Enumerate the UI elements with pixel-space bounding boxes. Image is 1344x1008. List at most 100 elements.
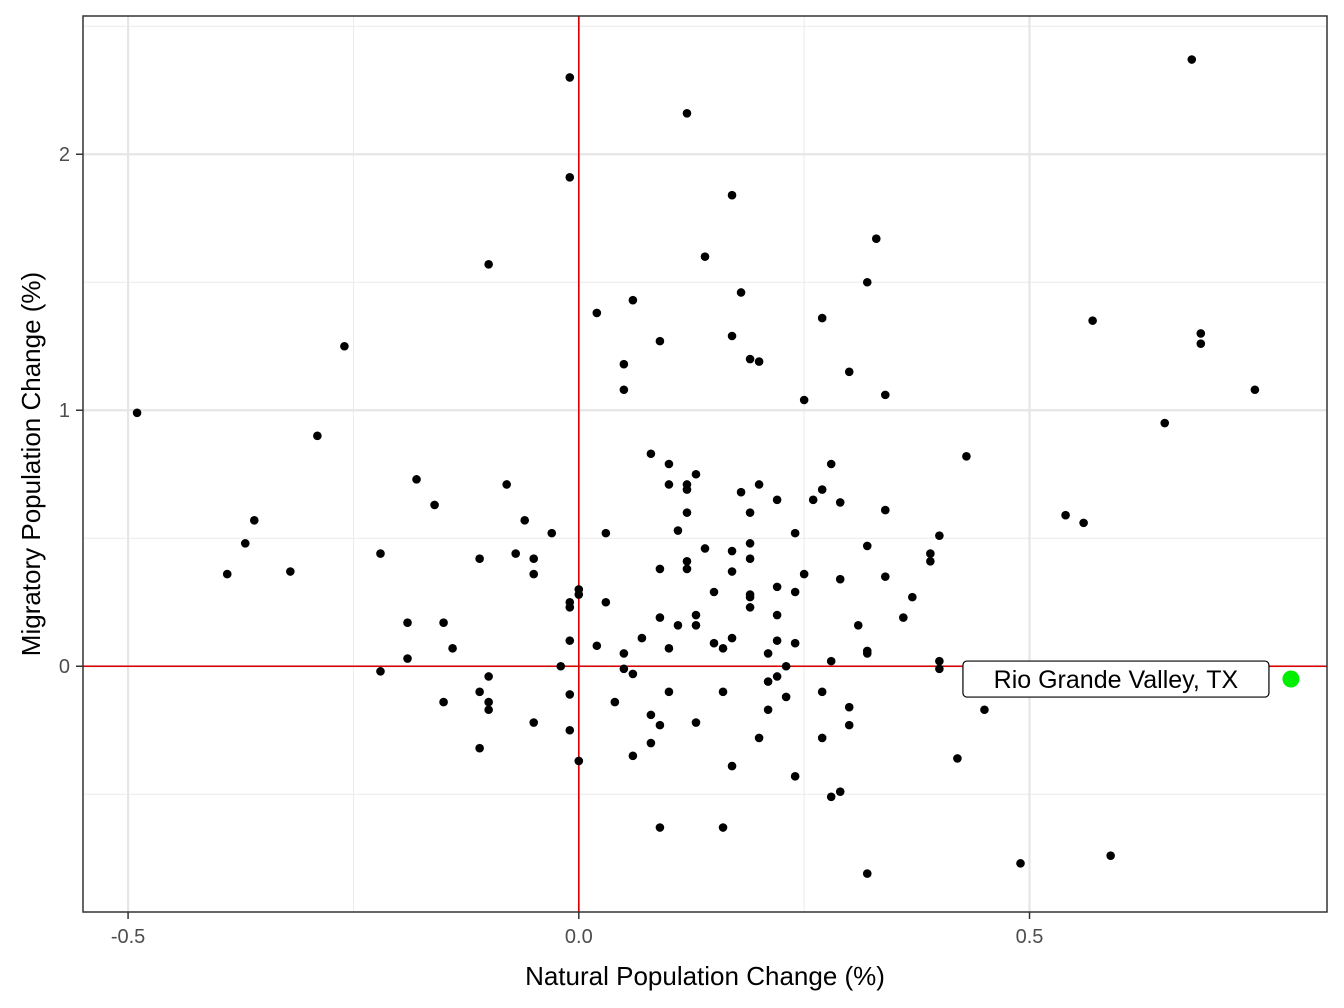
data-point [727,761,737,771]
data-point [655,823,665,832]
y-tick-label: 1 [59,400,70,422]
data-point [935,656,944,666]
data-point [844,720,854,730]
y-axis-ticks: 0 1 2 [59,144,83,678]
x-axis-title: Natural Population Change (%) [525,961,885,991]
data-point [376,667,385,676]
data-point [628,295,638,305]
x-tick-label: 0.5 [1016,926,1044,948]
data-point [763,677,773,686]
data-point [619,649,629,658]
data-point [745,554,755,564]
data-point [484,705,493,715]
data-point [691,620,701,630]
data-point [592,641,602,651]
data-point [817,485,827,494]
y-tick-label: 2 [59,144,70,166]
data-point [862,541,872,551]
data-point [790,587,800,597]
highlight-group: Rio Grande Valley, TX [962,660,1300,698]
data-point [637,633,647,643]
data-point [1079,518,1088,528]
data-point [935,531,944,540]
data-point [502,480,511,489]
data-point [664,459,674,469]
data-point [835,787,845,796]
data-point [1160,418,1170,428]
data-point [727,546,737,556]
data-point [1196,329,1206,338]
data-point [790,528,800,538]
data-point [592,308,602,318]
data-point [412,475,421,484]
data-point [826,459,836,469]
data-point [808,495,818,505]
data-point [745,603,755,612]
data-point [222,569,232,579]
data-point [871,234,881,244]
data-point [628,669,638,679]
data-point [682,556,692,566]
data-point [853,620,863,630]
data-point [745,354,755,364]
data-point [1250,385,1260,395]
y-tick-label: 0 [59,656,70,678]
data-point [430,500,439,510]
data-point [745,539,755,548]
data-point [772,636,782,645]
data-point [817,313,827,323]
data-point [727,331,737,341]
data-point [664,480,674,489]
data-point [240,539,250,548]
data-point [691,469,701,479]
data-point [475,554,484,564]
data-point [547,528,557,538]
highlight-label-box [962,660,1270,698]
data-point [718,823,728,832]
data-point [880,390,890,400]
data-point [249,516,259,525]
data-point [727,633,737,643]
data-point [880,505,890,515]
data-point [908,592,917,602]
data-point [655,720,665,730]
data-point [439,697,448,707]
x-tick-label: -0.5 [111,926,145,948]
data-point [529,569,539,579]
data-point [511,549,520,558]
data-point [763,649,773,658]
data-point [718,644,728,653]
data-point [646,449,656,459]
data-point [673,620,683,630]
data-point [655,564,665,574]
data-point [709,587,719,597]
data-point [655,336,665,346]
data-point [754,480,764,489]
data-point [574,756,584,766]
data-point [772,610,782,620]
data-point [132,408,142,418]
data-point [754,733,764,743]
data-point [700,544,710,553]
data-point [700,252,710,261]
data-point [745,508,755,517]
highlight-label: Rio Grande Valley, TX [994,666,1239,694]
data-point [844,702,854,712]
data-point [718,687,728,697]
data-point [880,572,890,581]
data-point [682,485,692,494]
data-point [484,260,493,269]
data-point [475,743,484,753]
x-axis-ticks: -0.5 0.0 0.5 [111,912,1044,948]
data-point [862,277,872,287]
data-point [790,638,800,648]
data-point [403,618,412,628]
data-point [745,592,755,602]
data-point [736,487,746,497]
data-point [772,582,782,592]
data-point [655,613,665,622]
data-point [646,738,656,748]
data-point [727,567,737,576]
